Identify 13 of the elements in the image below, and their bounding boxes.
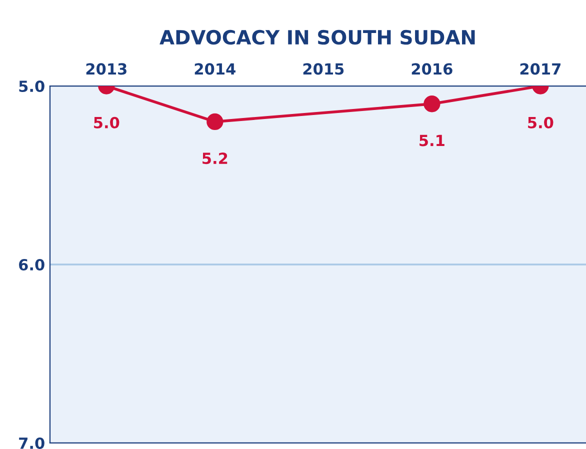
x-tick-label: 2017 (520, 63, 560, 75)
data-label: 5.1 (420, 134, 444, 146)
y-tick-label: 6.0 (19, 258, 44, 271)
x-tick-label: 2014 (194, 63, 236, 75)
data-label: 5.0 (528, 116, 554, 128)
data-label: 5.2 (202, 152, 228, 164)
y-tick-label: 7.0 (19, 437, 44, 449)
x-tick-label: 2015 (303, 63, 344, 75)
x-tick-label: 2013 (86, 63, 126, 75)
chart-title: ADVOCACY IN SOUTH SUDAN (160, 30, 475, 45)
x-tick-label: 2016 (412, 63, 452, 75)
y-tick-label: 5.0 (19, 80, 44, 92)
data-label: 5.0 (94, 116, 120, 128)
